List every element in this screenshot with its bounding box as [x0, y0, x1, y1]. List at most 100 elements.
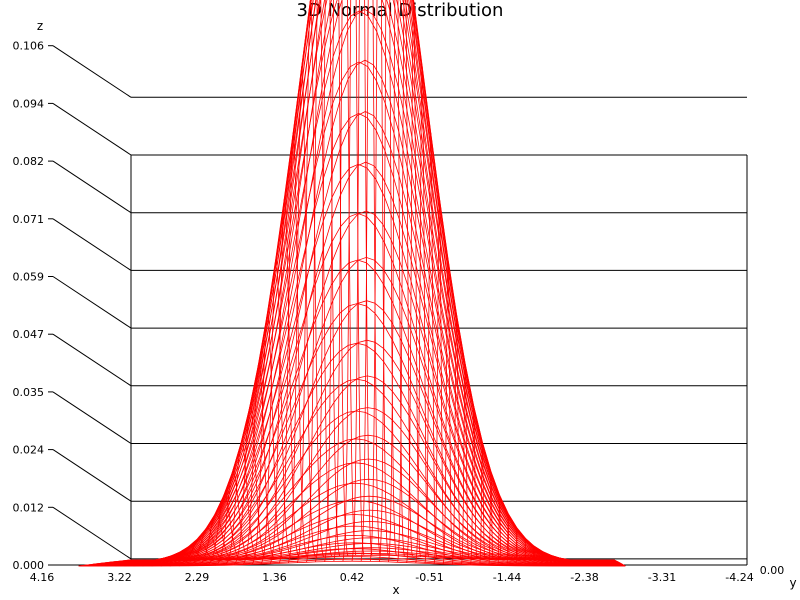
mesh-line-v	[397, 0, 413, 563]
mesh-line-v	[224, 441, 260, 566]
mesh-line-u	[97, 10, 622, 565]
mesh-line-v	[324, 0, 349, 562]
mesh-line-v	[260, 257, 292, 565]
z-tick-label: 0.047	[13, 328, 45, 341]
x-tick-label: -0.51	[415, 571, 443, 584]
x-tick-label: 2.29	[185, 571, 210, 584]
x-tick-labels: 4.16 3.22 2.29 1.36 0.42 -0.51 -1.44 -2.38 -3.31…	[30, 571, 754, 584]
mesh-line-v	[378, 0, 397, 562]
y-axis-label: y	[789, 576, 796, 590]
mesh-line-v	[78, 559, 130, 567]
mesh-line-v	[433, 197, 446, 564]
mesh-line-v	[242, 362, 276, 566]
x-tick-label: -2.38	[570, 571, 598, 584]
y-tick-labels-overlapping: 0.00	[760, 564, 785, 577]
mesh-line-v	[415, 66, 429, 564]
x-tick-label: -4.24	[725, 571, 753, 584]
x-tick-label: 1.36	[262, 571, 287, 584]
mesh-line-v	[169, 545, 211, 567]
mesh-line-v	[614, 559, 626, 567]
z-grid-diagonal	[52, 45, 132, 98]
z-grid-diagonal	[52, 160, 132, 214]
mesh-line-v	[206, 494, 243, 566]
x-axis-label: x	[392, 583, 399, 597]
mesh-line-v	[598, 559, 608, 567]
mesh-line-v	[296, 0, 324, 563]
z-tick-label: 0.035	[13, 386, 45, 399]
mesh-line-v	[233, 405, 268, 566]
mesh-line-v	[589, 559, 599, 567]
mesh-line-v	[573, 559, 581, 567]
mesh-line-v	[342, 0, 365, 562]
mesh-line-v	[406, 0, 421, 563]
mesh-line-v	[451, 314, 462, 565]
z-grid-diagonal	[52, 102, 132, 156]
mesh-line-u	[101, 0, 621, 564]
mesh-line-v	[581, 559, 590, 567]
z-tick-label: 0.059	[13, 271, 45, 284]
mesh-line-v	[565, 559, 571, 567]
mesh-line-v	[479, 442, 486, 566]
mesh-line-u	[105, 0, 620, 564]
mesh-line-u	[111, 59, 619, 563]
mesh-line-v	[187, 527, 227, 567]
z-tick-label: 0.000	[13, 559, 45, 572]
x-tick-label: -3.31	[648, 571, 676, 584]
x-tick-label: 3.22	[107, 571, 132, 584]
mesh-line-u	[104, 0, 620, 564]
chart-title: 3D Normal Distribution	[297, 0, 504, 21]
mesh-line-v	[196, 513, 235, 567]
z-grid-diagonal	[52, 276, 132, 329]
mesh-line-v	[388, 0, 405, 562]
mesh-line-v	[178, 537, 219, 567]
mesh-line-v	[87, 559, 138, 567]
surface-mesh	[78, 0, 626, 567]
mesh-line-v	[133, 559, 179, 567]
mesh-line-u	[104, 0, 620, 564]
mesh-line-v	[269, 197, 300, 564]
mesh-line-v	[142, 557, 187, 567]
z-tick-label: 0.012	[13, 501, 45, 514]
mesh-line-v	[497, 495, 502, 566]
mesh-line-v	[333, 0, 357, 562]
mesh-line-u	[103, 0, 621, 564]
mesh-line-u	[107, 0, 620, 563]
x-tick-label: -1.44	[493, 571, 521, 584]
z-tick-label: 0.106	[13, 40, 45, 53]
z-tick-labels: 0.000 0.012 0.024 0.035 0.047 0.059 0.071 0.082…	[13, 40, 45, 572]
mesh-line-u	[106, 0, 620, 563]
mesh-line-u	[102, 0, 621, 564]
z-tick-label: 0.082	[13, 155, 45, 168]
mesh-line-v	[461, 363, 470, 565]
z-axis-label: z	[37, 19, 43, 33]
mesh-line-v	[541, 551, 544, 567]
mesh-line-v	[360, 0, 381, 562]
mesh-line-v	[96, 559, 146, 567]
mesh-line-v	[351, 0, 373, 562]
mesh-line-v	[151, 555, 195, 567]
mesh-line-v	[278, 132, 308, 564]
mesh-line-u	[112, 111, 619, 563]
mesh-line-v	[442, 258, 454, 565]
z-tick-label: 0.071	[13, 213, 45, 226]
mesh-line-v	[549, 554, 553, 567]
z-grid-diagonal	[52, 506, 132, 560]
mesh-line-v	[369, 0, 389, 562]
mesh-line-v	[287, 66, 316, 564]
z-grid-diagonal	[52, 218, 132, 271]
x-tick-label: 0.42	[340, 571, 365, 584]
x-tick-label: 4.16	[30, 571, 55, 584]
z-tick-label: 0.094	[13, 97, 45, 110]
mesh-line-v	[488, 471, 494, 566]
mesh-line-v	[215, 470, 251, 566]
z-grid-diagonal	[52, 449, 132, 502]
mesh-line-u	[108, 0, 620, 563]
mesh-line-v	[533, 545, 535, 566]
mesh-line-v	[251, 313, 284, 565]
mesh-line-v	[470, 406, 478, 566]
z-grid-diagonal	[52, 391, 132, 444]
mesh-line-v	[506, 513, 510, 566]
z-grid-diagonal	[52, 333, 132, 387]
mesh-line-v	[606, 559, 617, 567]
mesh-line-v	[315, 0, 341, 562]
